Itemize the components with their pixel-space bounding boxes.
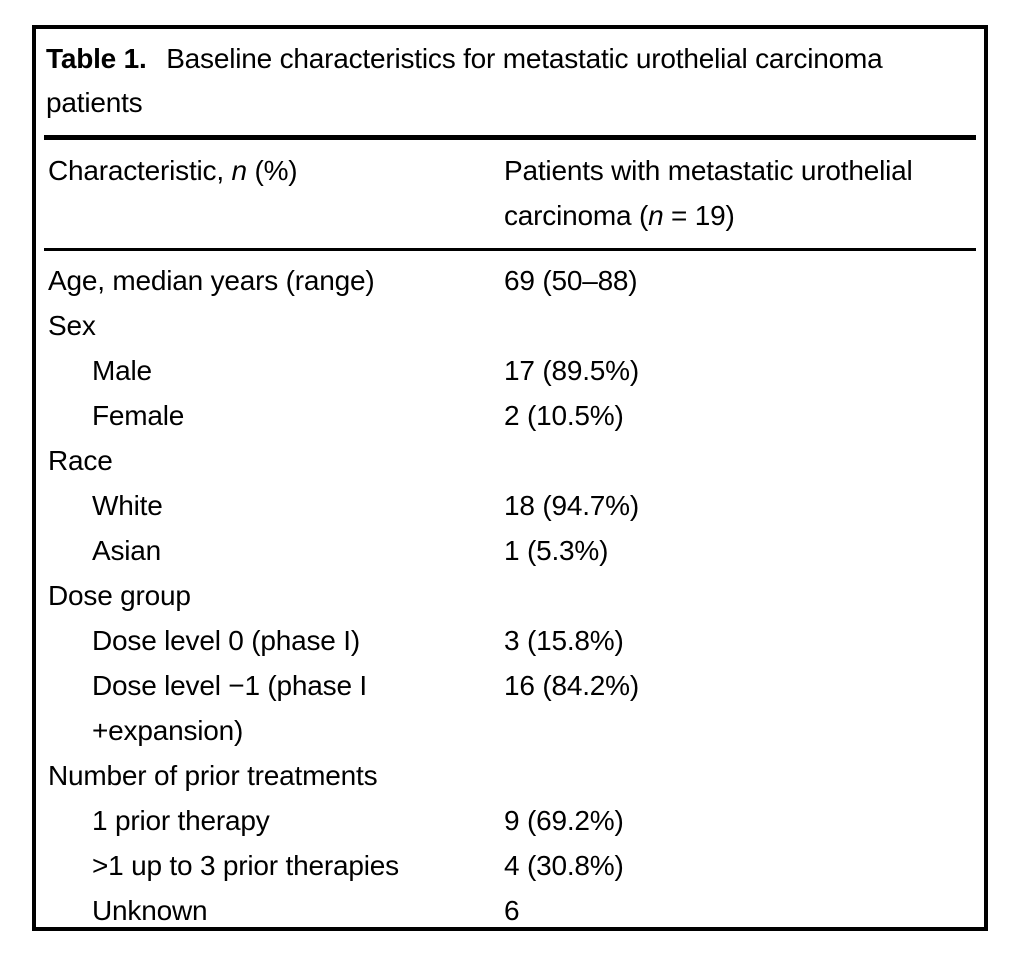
- table-row-dose-level-0: Dose level 0 (phase I) 3 (15.8%): [44, 618, 976, 663]
- table-row-male: Male 17 (89.5%): [44, 348, 976, 393]
- header-col1-n: n: [231, 155, 248, 186]
- caption-divider-rule: [44, 135, 976, 140]
- table-header-row: Characteristic, n (%) Patients with meta…: [44, 140, 976, 248]
- row-label: Male: [92, 355, 152, 386]
- table-row-1-prior-therapy: 1 prior therapy 9 (69.2%): [44, 798, 976, 843]
- row-label: Female: [92, 400, 185, 431]
- table-row-asian: Asian 1 (5.3%): [44, 528, 976, 573]
- table-row-prior-treatments-group: Number of prior treatments: [44, 753, 976, 798]
- row-label: Age, median years (range): [48, 265, 375, 296]
- row-value: 6: [504, 895, 520, 926]
- header-col2-post: = 19): [663, 200, 735, 231]
- row-value: 1 (5.3%): [504, 535, 609, 566]
- row-value: 17 (89.5%): [504, 355, 639, 386]
- row-label: Asian: [92, 535, 162, 566]
- header-col2-n: n: [648, 200, 664, 231]
- table-row-age: Age, median years (range) 69 (50–88): [44, 258, 976, 303]
- header-col1-post: (%): [246, 155, 298, 186]
- row-label: Dose level −1 (phase I +expansion): [92, 670, 367, 746]
- row-value: 2 (10.5%): [504, 400, 624, 431]
- table-1-frame: Table 1. Baseline characteristics for met…: [32, 25, 988, 931]
- header-col2-pre: Patients with metastatic urothelial carc…: [504, 155, 913, 231]
- row-label: Dose level 0 (phase I): [92, 625, 360, 656]
- table-row-white: White 18 (94.7%): [44, 483, 976, 528]
- row-value: 16 (84.2%): [504, 670, 639, 701]
- row-value: 9 (69.2%): [504, 805, 624, 836]
- table-row-race-group: Race: [44, 438, 976, 483]
- row-label: Number of prior treatments: [48, 760, 378, 791]
- row-label: >1 up to 3 prior therapies: [92, 850, 399, 881]
- row-label: Sex: [48, 310, 96, 341]
- table-label: Table 1.: [46, 43, 147, 74]
- row-label: Race: [48, 445, 113, 476]
- table-row-female: Female 2 (10.5%): [44, 393, 976, 438]
- row-label: 1 prior therapy: [92, 805, 270, 836]
- table-body: Age, median years (range) 69 (50–88) Sex…: [44, 251, 976, 933]
- row-value: 69 (50–88): [504, 265, 638, 296]
- row-value: 4 (30.8%): [504, 850, 624, 881]
- patients-column-header: Patients with metastatic urothelial carc…: [500, 148, 976, 238]
- row-value: 18 (94.7%): [504, 490, 639, 521]
- table-row-dose-level-minus-1: Dose level −1 (phase I +expansion) 16 (8…: [44, 663, 976, 753]
- row-label: Unknown: [92, 895, 208, 926]
- table-row-unknown: Unknown 6: [44, 888, 976, 933]
- row-label: Dose group: [48, 580, 191, 611]
- table-row-up-to-3-prior-therapies: >1 up to 3 prior therapies 4 (30.8%): [44, 843, 976, 888]
- table-caption-text: Baseline characteristics for metastatic …: [46, 43, 883, 118]
- table-caption: Table 1. Baseline characteristics for met…: [44, 29, 976, 131]
- row-label: White: [92, 490, 163, 521]
- table-row-sex-group: Sex: [44, 303, 976, 348]
- header-col1-pre: Characteristic,: [48, 155, 232, 186]
- characteristic-column-header: Characteristic, n (%): [44, 148, 500, 238]
- header-divider-rule: [44, 248, 976, 251]
- table-row-dose-group: Dose group: [44, 573, 976, 618]
- row-value: 3 (15.8%): [504, 625, 624, 656]
